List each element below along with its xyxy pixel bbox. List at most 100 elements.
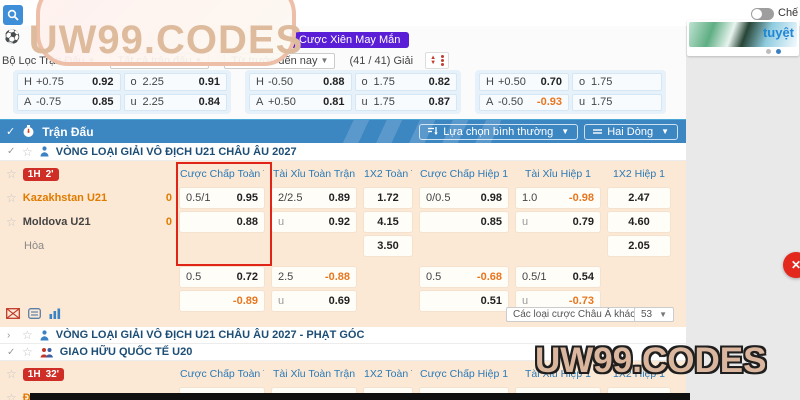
odds-cell[interactable]: u 0.92	[272, 211, 356, 232]
display-mode-dropdown[interactable]: Hai Dòng ▼	[584, 123, 678, 140]
odds-cell	[608, 267, 670, 287]
odds-cell[interactable]: u 0.79	[516, 211, 600, 232]
search-icon	[7, 9, 19, 21]
table-row: -0.89 u 0.69 0.51 u -0.73	[6, 290, 686, 311]
side-label: A	[486, 96, 494, 109]
time-badge: 1H 32'	[22, 367, 65, 381]
line-value: 1.75	[373, 96, 395, 109]
line-value: +0.50	[268, 96, 296, 109]
odds-cell[interactable]: u 1.75	[572, 93, 662, 111]
carousel-dot-active[interactable]	[776, 49, 781, 54]
mode-toggle[interactable]	[751, 8, 774, 20]
odds-value: 0.69	[328, 294, 350, 307]
odds-cell[interactable]: 0.5 -0.68	[420, 266, 508, 287]
close-floating-button[interactable]: ✕	[783, 252, 800, 278]
odds-value: -0.98	[568, 191, 594, 204]
odds-cell[interactable]: o 1.75 0.82	[354, 73, 457, 91]
odds-cell[interactable]: 0/0.5 0.98	[420, 187, 508, 208]
odds-value: 0.54	[572, 270, 594, 283]
line-value: 0.5/1	[186, 191, 211, 204]
star-icon[interactable]: ☆	[6, 367, 17, 381]
person-icon	[40, 146, 49, 157]
pitch-icon[interactable]	[6, 308, 20, 319]
odds-cell[interactable]: o 2.25 0.91	[123, 73, 227, 91]
odds-value: 0.95	[236, 191, 258, 204]
search-button[interactable]	[3, 5, 23, 25]
odds-value: 0.85	[480, 215, 502, 228]
odds-cell[interactable]: -0.89	[180, 290, 264, 311]
carousel-dot[interactable]	[766, 49, 771, 54]
promo-banner[interactable]: tuyệt	[687, 20, 799, 56]
bet-count-dropdown[interactable]: 53 ▼	[634, 307, 675, 322]
star-icon[interactable]: ☆	[22, 144, 33, 159]
league-row[interactable]: ✓ ☆ VÒNG LOẠI GIẢI VÔ ĐỊCH U21 CHÂU ÂU 2…	[0, 143, 686, 161]
period: 1H	[27, 368, 41, 380]
col-header: 1X2 Toàn T...	[364, 368, 412, 380]
league-row[interactable]: ✓ ☆ GIAO HỮU QUỐC TẾ U20	[0, 344, 686, 361]
star-icon[interactable]: ☆	[6, 390, 17, 400]
odds-cell[interactable]: A +0.50 0.81	[249, 93, 352, 111]
odds-cell[interactable]: 0.5/1 0.54	[516, 266, 600, 287]
odds-cell[interactable]: H +0.50 0.70	[479, 73, 569, 91]
bar-chart-icon[interactable]	[49, 308, 61, 319]
odds-cell[interactable]: 2.05	[608, 235, 670, 256]
table-row: 0.5 0.72 2.5 -0.88 0.5 -0.68 0.5/1 0.54	[6, 266, 686, 287]
star-icon[interactable]: ☆	[22, 328, 33, 342]
odds-cell[interactable]: 0.51	[420, 290, 508, 311]
odds-cell[interactable]: 0.5 0.72	[180, 266, 264, 287]
league-name: VÒNG LOẠI GIẢI VÔ ĐỊCH U21 CHÂU ÂU 2027 …	[55, 329, 365, 341]
soccer-icon[interactable]: ⚽	[4, 29, 21, 44]
star-icon[interactable]: ☆	[6, 214, 17, 229]
star-icon[interactable]: ☆	[22, 345, 33, 359]
odds-cell[interactable]: u 0.69	[272, 290, 356, 311]
odds-cell[interactable]: A -0.75 0.85	[17, 93, 121, 111]
odds-cell[interactable]: 1.0 -0.98	[516, 187, 600, 208]
odds-cell[interactable]: A -0.50 -0.93	[479, 93, 569, 111]
odds-cell[interactable]: 2.47	[608, 187, 670, 208]
odds-value: 0.51	[480, 294, 502, 307]
odds-value: 3.50	[377, 239, 399, 252]
sort-controls[interactable]: ▲ ▼	[425, 52, 450, 69]
chevron-down-icon: ▼	[561, 127, 570, 136]
chevron-down-icon: ▼	[659, 310, 668, 319]
bet-count: 53	[641, 309, 653, 320]
odds-value: 0.85	[92, 96, 114, 109]
list-icon[interactable]	[28, 308, 41, 319]
odds-cell[interactable]: 0.88	[180, 211, 264, 232]
side-label: o	[130, 75, 137, 88]
line-value: 0/0.5	[426, 191, 451, 204]
line-value: u	[522, 294, 529, 307]
line-value: u	[278, 294, 285, 307]
odds-cell[interactable]: o 1.75	[572, 73, 662, 91]
section-bar-matches: ✓ Trận Đấu Lựa chọn bình thường ▼	[0, 119, 686, 143]
toggle-knob	[752, 9, 762, 19]
odds-cell[interactable]: H -0.50 0.88	[249, 73, 352, 91]
line-value: +0.75	[36, 75, 64, 88]
lucky-parlay-button[interactable]: Cược Xiên May Mắn	[290, 32, 410, 48]
line-value: 2.25	[142, 96, 164, 109]
sort-mode-dropdown[interactable]: Lựa chọn bình thường ▼	[419, 123, 579, 140]
odds-cell[interactable]: H +0.75 0.92	[17, 73, 121, 91]
odds-cell[interactable]: u 1.75 0.87	[354, 93, 457, 111]
odds-value: 1.72	[377, 191, 399, 204]
odds-cell[interactable]: 4.15	[364, 211, 412, 232]
odds-cell[interactable]: 3.50	[364, 235, 412, 256]
odds-cell[interactable]: 2/2.5 0.89	[272, 187, 356, 208]
odds-cell[interactable]: 0.5/1 0.95	[180, 187, 264, 208]
odds-cell	[420, 236, 508, 256]
odds-cell[interactable]: 4.60	[608, 211, 670, 232]
odds-value: 0.87	[428, 96, 450, 109]
star-icon[interactable]: ☆	[6, 190, 17, 205]
odds-value: 0.98	[480, 191, 502, 204]
odds-cell[interactable]: 1.72	[364, 187, 412, 208]
odds-cell[interactable]: u 2.25 0.84	[123, 93, 227, 111]
side-label: o	[361, 75, 368, 88]
table-row: ☆ Moldova U21 0 0.88 u 0.92 4.15 0.85 u 0.…	[6, 211, 686, 232]
odds-cell[interactable]: 2.5 -0.88	[272, 266, 356, 287]
odds-cell[interactable]: u -0.73	[516, 290, 600, 311]
sort-arrows-icon: ▲ ▼	[430, 54, 437, 66]
odds-cell[interactable]: 0.85	[420, 211, 508, 232]
league-row[interactable]: › ☆ VÒNG LOẠI GIẢI VÔ ĐỊCH U21 CHÂU ÂU 2…	[0, 327, 686, 344]
star-icon[interactable]: ☆	[6, 167, 17, 181]
